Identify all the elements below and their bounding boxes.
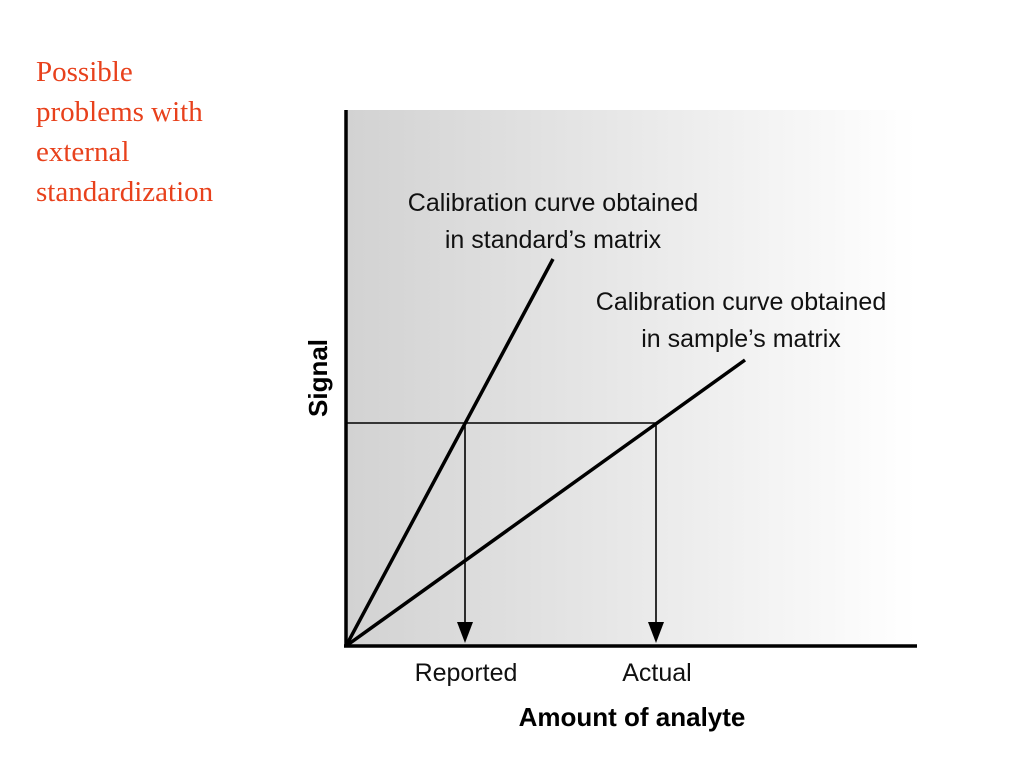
standard-matrix-calibration-line [344,258,555,647]
standard-curve-label-line-1: Calibration curve obtained [408,189,698,217]
sample-matrix-calibration-line [344,358,747,648]
reported-arrowhead [457,622,473,643]
actual-arrowhead [648,622,664,643]
slide-title: Possible problems with external standard… [36,52,276,212]
x-axis-title: Amount of analyte [519,702,746,732]
sample-curve-label-line-2: in sample’s matrix [641,325,841,353]
reported-label: Reported [415,659,518,687]
plot-panel [346,110,916,645]
standard-curve-label-line-2: in standard’s matrix [445,226,662,254]
actual-label: Actual [622,659,691,687]
slide-title-line-3: external [36,136,130,168]
y-axis-title: Signal [303,339,333,417]
slide-title-line-2: problems with [36,96,203,128]
sample-curve-label-line-1: Calibration curve obtained [596,288,886,316]
slide-title-line-1: Possible [36,56,133,88]
slide-title-line-4: standardization [36,176,214,208]
